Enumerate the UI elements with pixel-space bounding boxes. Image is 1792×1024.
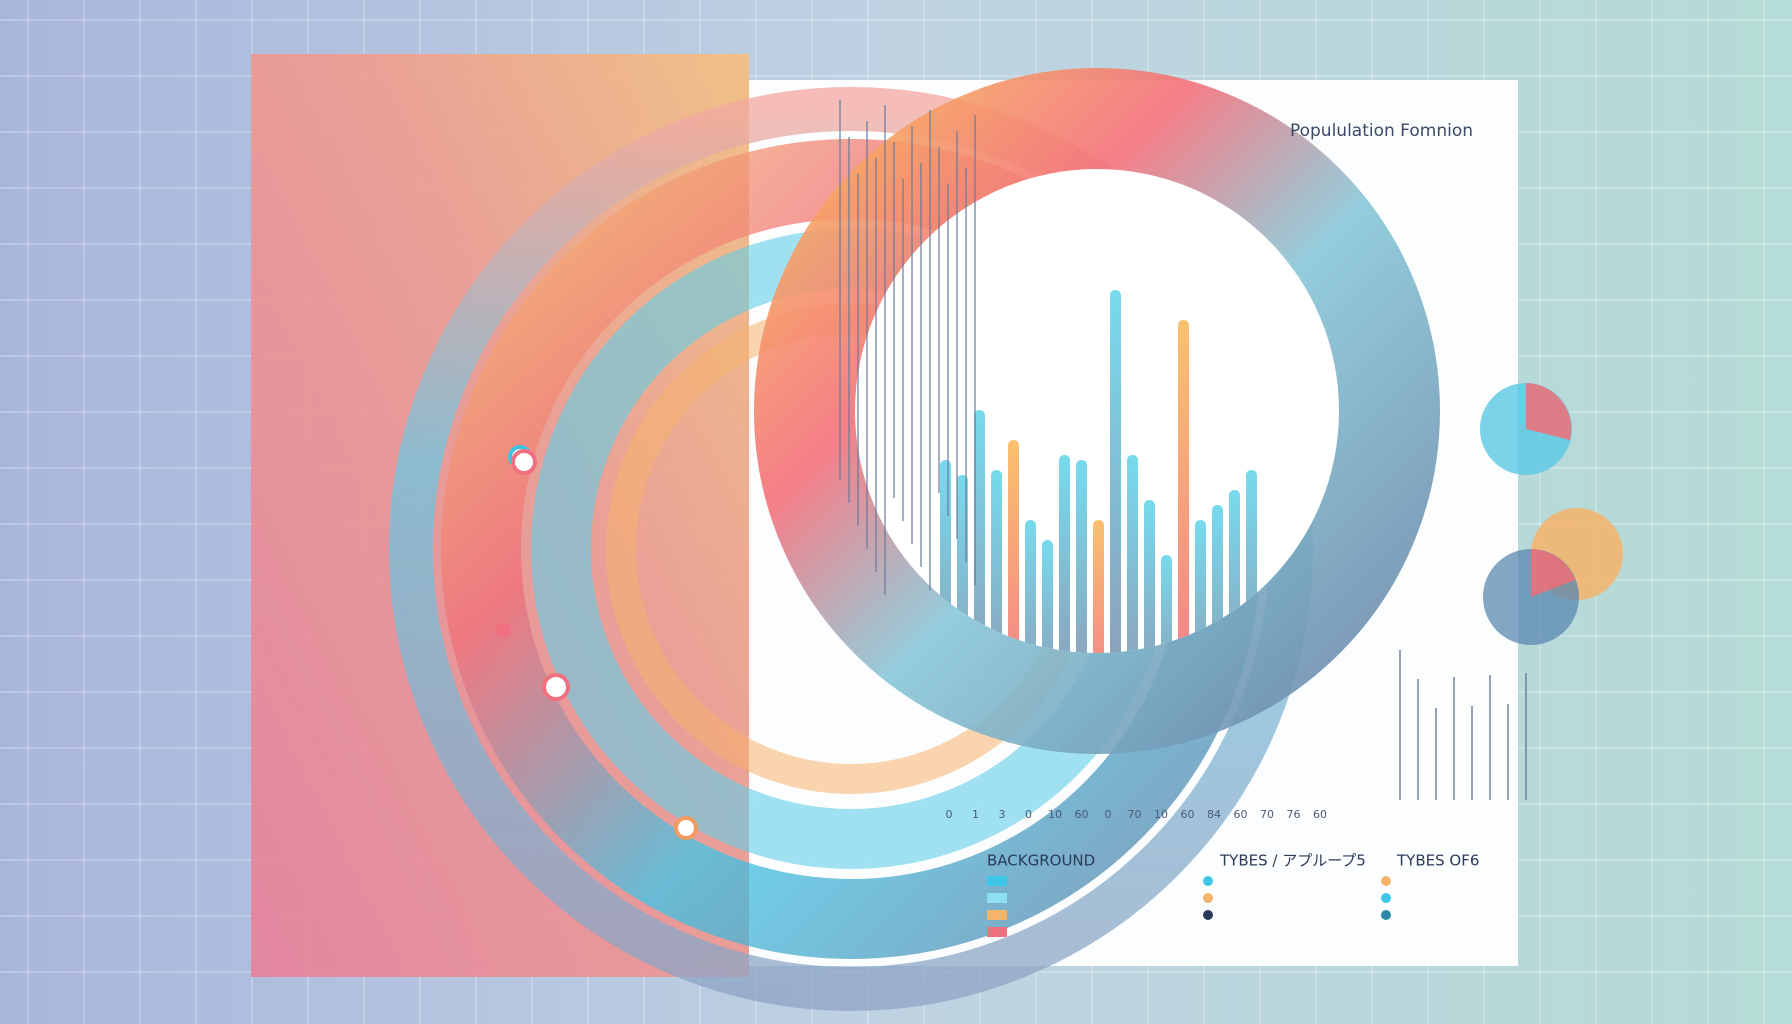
axis-label: 0 xyxy=(1025,808,1032,821)
legend-heading: BACKGROUND xyxy=(987,852,1095,870)
legend-dot xyxy=(1381,893,1391,903)
axis-label: 0 xyxy=(1105,808,1112,821)
decor-bar xyxy=(1093,520,1104,653)
legend-swatch xyxy=(987,927,1007,937)
legend: BACKGROUND TYBES / アプループ5 TYBES OF6 xyxy=(987,852,1479,937)
legend-swatch xyxy=(987,910,1007,920)
title: Popululation Fomnion xyxy=(1290,121,1473,141)
donut xyxy=(754,68,1440,754)
legend-dot xyxy=(1381,876,1391,886)
pie-slice xyxy=(1531,549,1575,597)
node xyxy=(542,673,570,701)
axis-label: 70 xyxy=(1128,808,1142,821)
decor-bar xyxy=(1008,440,1019,653)
vertical-lines xyxy=(839,100,1527,800)
decor-bar xyxy=(1042,540,1053,653)
decor-bar xyxy=(1110,290,1121,653)
axis-label: 60 xyxy=(1313,808,1327,821)
axis-label: 84 xyxy=(1207,808,1221,821)
axis-label: 10 xyxy=(1154,808,1168,821)
axis-label: 70 xyxy=(1260,808,1274,821)
small-pies xyxy=(1480,383,1623,645)
legend-swatch xyxy=(987,893,1007,903)
axis-label: 76 xyxy=(1287,808,1301,821)
decor-bar xyxy=(1025,520,1036,653)
legend-swatch xyxy=(987,876,1007,886)
axis-label: 1 xyxy=(972,808,979,821)
decor-bar xyxy=(1059,455,1070,653)
axis-label: 3 xyxy=(999,808,1006,821)
axis-label: 60 xyxy=(1075,808,1089,821)
axis-label: 60 xyxy=(1234,808,1248,821)
node xyxy=(495,622,511,638)
legend-dot xyxy=(1203,876,1213,886)
decor-bar xyxy=(1127,455,1138,653)
axis-label: 0 xyxy=(946,808,953,821)
axis-labels: 0 1 3 0 10 60 0 70 10 60 84 60 70 76 60 xyxy=(946,808,1328,821)
node xyxy=(511,449,537,475)
legend-dot xyxy=(1381,910,1391,920)
decor-bar xyxy=(1178,320,1189,653)
axis-label: 60 xyxy=(1181,808,1195,821)
pie-slice xyxy=(1526,383,1572,440)
legend-heading: TYBES / アプループ5 xyxy=(1219,852,1366,870)
decor-bar xyxy=(1161,555,1172,653)
legend-heading: TYBES OF6 xyxy=(1396,852,1479,870)
decor-bar xyxy=(1076,460,1087,653)
axis-label: 10 xyxy=(1048,808,1062,821)
decor-bar xyxy=(1195,520,1206,653)
node xyxy=(674,816,698,840)
legend-dot xyxy=(1203,893,1213,903)
legend-dot xyxy=(1203,910,1213,920)
